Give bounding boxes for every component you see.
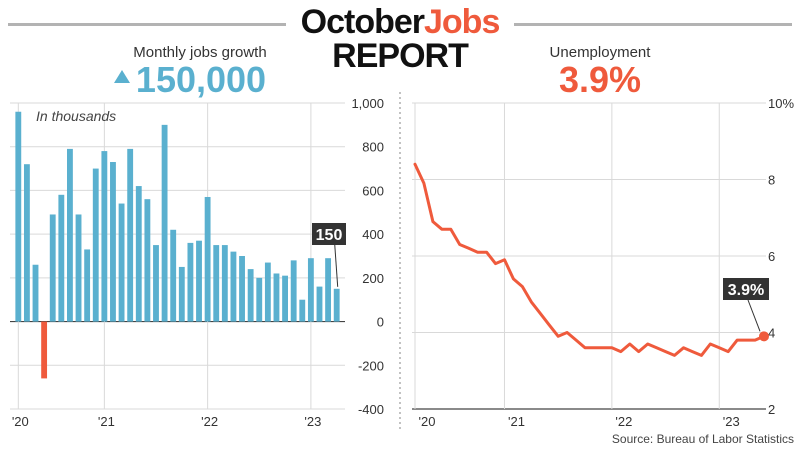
jobs-bar bbox=[75, 214, 82, 322]
jobs-callout-box bbox=[312, 223, 346, 245]
unemployment-y-tick-label: 4 bbox=[768, 326, 775, 341]
jobs-bar bbox=[32, 264, 39, 322]
jobs-headline: 150,000 bbox=[70, 60, 310, 100]
unemployment-line bbox=[413, 162, 766, 357]
jobs-bar bbox=[307, 258, 314, 322]
jobs-note: In thousands bbox=[36, 108, 116, 124]
jobs-heading: Monthly jobs growth bbox=[133, 44, 267, 61]
jobs-bar bbox=[41, 321, 48, 379]
unemployment-x-tick-label: '22 bbox=[615, 414, 632, 429]
jobs-bar bbox=[204, 196, 211, 322]
jobs-bar bbox=[101, 151, 108, 322]
jobs-bar bbox=[187, 242, 194, 322]
jobs-bar bbox=[23, 164, 30, 322]
unemployment-y-tick-label: 2 bbox=[768, 402, 775, 417]
jobs-bar bbox=[256, 277, 263, 322]
unemployment-callout-box bbox=[723, 278, 769, 300]
report-subtitle: REPORT bbox=[332, 37, 469, 75]
up-arrow-icon bbox=[113, 69, 130, 83]
unemployment-heading: Unemployment bbox=[549, 44, 651, 61]
jobs-y-tick-label: -400 bbox=[358, 402, 384, 417]
jobs-bar bbox=[290, 260, 297, 322]
jobs-bar bbox=[264, 262, 271, 322]
unemployment-x-tick-label: '20 bbox=[419, 414, 436, 429]
jobs-bar bbox=[273, 273, 280, 322]
jobs-bar bbox=[110, 162, 116, 322]
jobs-y-tick-label: 1,000 bbox=[351, 96, 384, 111]
jobs-headline-value: 150,000 bbox=[135, 59, 267, 100]
title-text: OctoberJobs bbox=[0, 4, 800, 40]
jobs-bar bbox=[213, 245, 220, 322]
jobs-bar bbox=[144, 199, 151, 322]
jobs-x-tick-label: '21 bbox=[98, 414, 115, 429]
jobs-bar bbox=[196, 240, 202, 322]
unemployment-headline: 3.9% bbox=[558, 59, 642, 100]
jobs-bar bbox=[153, 245, 159, 322]
unemployment-y-tick-label: 6 bbox=[768, 249, 775, 264]
jobs-x-tick-label: '22 bbox=[201, 414, 218, 429]
jobs-y-tick-label: 600 bbox=[362, 183, 384, 198]
unemployment-callout-label: 3.9% bbox=[728, 282, 764, 299]
jobs-y-tick-label: 800 bbox=[362, 140, 384, 155]
jobs-bar bbox=[161, 124, 168, 322]
jobs-x-tick-label: '23 bbox=[304, 414, 321, 429]
jobs-bar bbox=[84, 249, 91, 322]
jobs-bar bbox=[299, 299, 306, 322]
jobs-bar bbox=[221, 245, 228, 322]
jobs-bar bbox=[127, 148, 134, 322]
jobs-bar bbox=[92, 168, 99, 322]
jobs-bar bbox=[178, 266, 185, 322]
jobs-bar bbox=[15, 111, 22, 322]
unemployment-y-tick-label: 10% bbox=[768, 96, 794, 111]
jobs-bar bbox=[135, 186, 142, 322]
jobs-bar bbox=[118, 203, 125, 322]
jobs-bar bbox=[58, 194, 65, 322]
jobs-bar bbox=[247, 269, 254, 322]
report-title: OctoberJobs bbox=[0, 4, 800, 40]
title-part-jobs: Jobs bbox=[424, 3, 500, 41]
title-rule-right bbox=[514, 23, 792, 26]
jobs-y-tick-label: -200 bbox=[358, 358, 384, 373]
unemployment-x-tick-label: '21 bbox=[508, 414, 525, 429]
jobs-y-tick-label: 0 bbox=[377, 315, 384, 330]
jobs-bar bbox=[230, 251, 237, 322]
title-part-october: October bbox=[300, 3, 425, 41]
jobs-bar bbox=[282, 275, 288, 322]
jobs-callout-label: 150 bbox=[316, 227, 343, 244]
unemployment-endpoint bbox=[759, 331, 769, 342]
jobs-bar bbox=[170, 229, 177, 322]
jobs-y-tick-label: 200 bbox=[362, 271, 384, 286]
unemployment-y-tick-label: 8 bbox=[768, 173, 775, 188]
jobs-bar bbox=[49, 214, 56, 322]
jobs-callout-leader bbox=[334, 243, 339, 287]
jobs-x-tick-label: '20 bbox=[12, 414, 29, 429]
source-note: Source: Bureau of Labor Statistics bbox=[611, 432, 794, 446]
jobs-bar bbox=[325, 258, 332, 322]
unemployment-callout-leader bbox=[747, 299, 761, 332]
jobs-y-tick-label: 400 bbox=[362, 227, 384, 242]
title-rule-left bbox=[8, 23, 286, 26]
jobs-bar bbox=[333, 288, 340, 322]
jobs-bar bbox=[67, 148, 73, 322]
jobs-bar bbox=[316, 286, 323, 322]
unemployment-x-tick-label: '23 bbox=[723, 414, 740, 429]
jobs-bar bbox=[239, 256, 245, 322]
